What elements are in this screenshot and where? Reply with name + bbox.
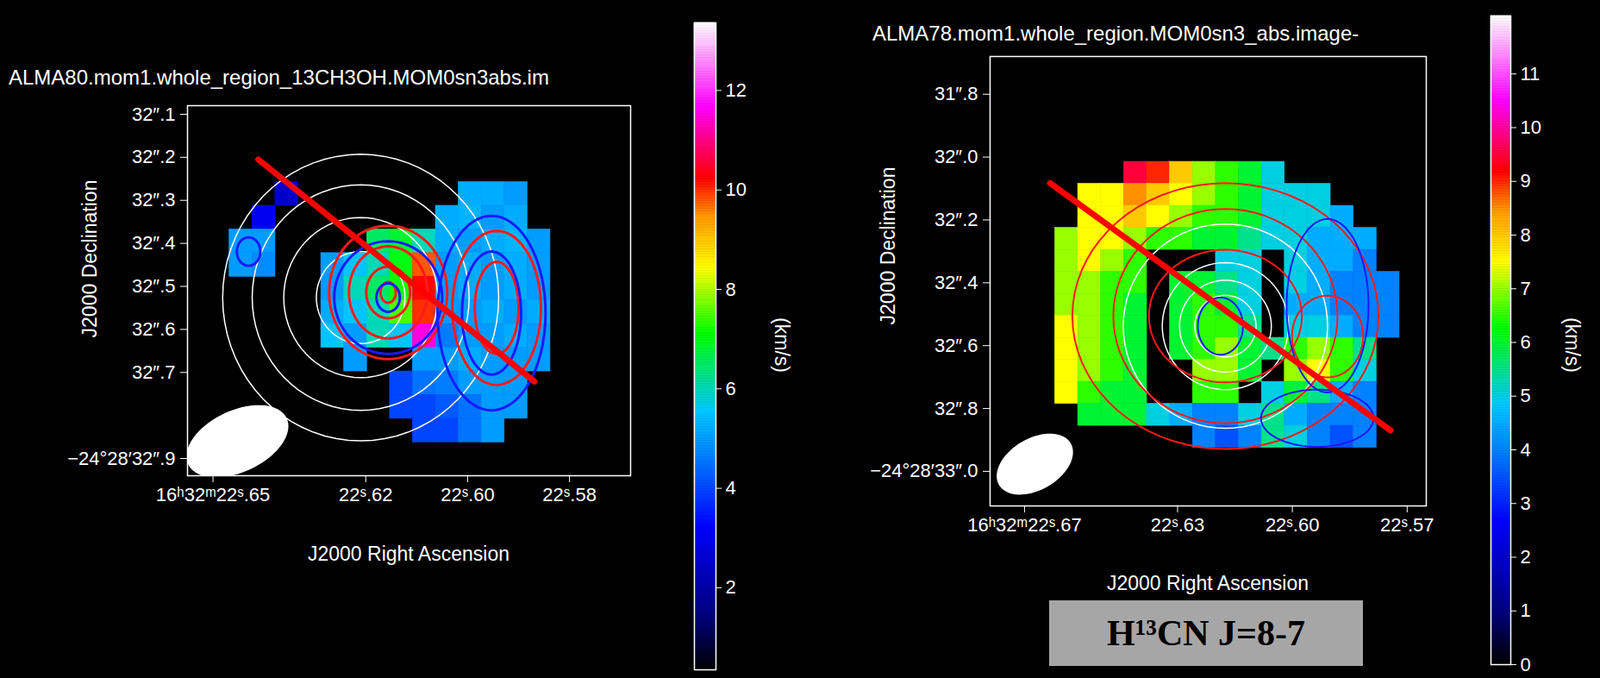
svg-text:7: 7 bbox=[1520, 277, 1532, 300]
svg-text:32″.4: 32″.4 bbox=[131, 231, 176, 254]
svg-text:12: 12 bbox=[725, 79, 747, 101]
svg-text:1: 1 bbox=[1520, 599, 1532, 621]
svg-text:32″.2: 32″.2 bbox=[934, 208, 979, 231]
svg-text:32″.1: 32″.1 bbox=[131, 103, 176, 125]
svg-text:5: 5 bbox=[1520, 384, 1532, 407]
svg-text:10: 10 bbox=[1520, 116, 1542, 138]
svg-text:16ʰ32ᵐ22ˢ.67: 16ʰ32ᵐ22ˢ.67 bbox=[967, 513, 1082, 536]
svg-text:16ʰ32ᵐ22ˢ.65: 16ʰ32ᵐ22ˢ.65 bbox=[156, 483, 271, 506]
svg-text:32″.7: 32″.7 bbox=[131, 361, 176, 383]
svg-text:22ˢ.60: 22ˢ.60 bbox=[1265, 513, 1320, 536]
svg-text:6: 6 bbox=[1520, 331, 1532, 353]
svg-text:8: 8 bbox=[1520, 224, 1532, 246]
svg-text:0: 0 bbox=[1520, 653, 1532, 675]
svg-text:32″.8: 32″.8 bbox=[934, 397, 979, 419]
svg-text:8: 8 bbox=[725, 278, 737, 300]
svg-text:−24°28′32″.9: −24°28′32″.9 bbox=[67, 447, 175, 469]
svg-text:32″.5: 32″.5 bbox=[131, 275, 176, 297]
html-text:J2000 Right Ascension: J2000 Right Ascension bbox=[307, 541, 510, 565]
svg-text:32″.2: 32″.2 bbox=[131, 145, 176, 168]
svg-text:32″.6: 32″.6 bbox=[131, 318, 176, 340]
svg-text:32″.6: 32″.6 bbox=[934, 334, 979, 357]
svg-text:22ˢ.58: 22ˢ.58 bbox=[542, 483, 597, 506]
html-text:H¹³CN J=8-7: H¹³CN J=8-7 bbox=[1106, 612, 1306, 653]
svg-text:22ˢ.63: 22ˢ.63 bbox=[1150, 513, 1206, 536]
svg-text:4: 4 bbox=[1520, 438, 1532, 461]
svg-text:22ˢ.62: 22ˢ.62 bbox=[338, 483, 394, 506]
html-text:(km/s): (km/s) bbox=[1560, 317, 1584, 373]
html-text:ALMA80.mom1.whole_region_13CH3: ALMA80.mom1.whole_region_13CH3OH.MOM0sn3… bbox=[8, 65, 550, 89]
svg-text:11: 11 bbox=[1520, 62, 1541, 85]
html-text:J2000 Right Ascension: J2000 Right Ascension bbox=[1106, 571, 1309, 594]
svg-text:9: 9 bbox=[1520, 169, 1532, 192]
html-text:J2000 Declination: J2000 Declination bbox=[876, 166, 899, 325]
svg-text:32″.0: 32″.0 bbox=[934, 145, 979, 168]
svg-text:22ˢ.57: 22ˢ.57 bbox=[1380, 513, 1435, 536]
svg-text:4: 4 bbox=[725, 476, 737, 499]
svg-text:31″.8: 31″.8 bbox=[934, 82, 979, 105]
svg-text:10: 10 bbox=[725, 178, 747, 200]
html-text:ALMA78.mom1.whole_region.MOM0s: ALMA78.mom1.whole_region.MOM0sn3_abs.ima… bbox=[872, 21, 1359, 45]
svg-text:−24°28′33″.0: −24°28′33″.0 bbox=[869, 459, 978, 482]
svg-text:2: 2 bbox=[1520, 545, 1532, 568]
svg-text:3: 3 bbox=[1520, 492, 1532, 514]
svg-text:22ˢ.60: 22ˢ.60 bbox=[440, 483, 495, 506]
svg-text:2: 2 bbox=[725, 575, 737, 598]
svg-text:32″.3: 32″.3 bbox=[131, 188, 176, 211]
html-text:(km/s): (km/s) bbox=[770, 317, 793, 373]
svg-text:6: 6 bbox=[725, 377, 737, 400]
html-text:J2000 Declination: J2000 Declination bbox=[78, 179, 101, 338]
svg-text:32″.4: 32″.4 bbox=[934, 271, 979, 294]
